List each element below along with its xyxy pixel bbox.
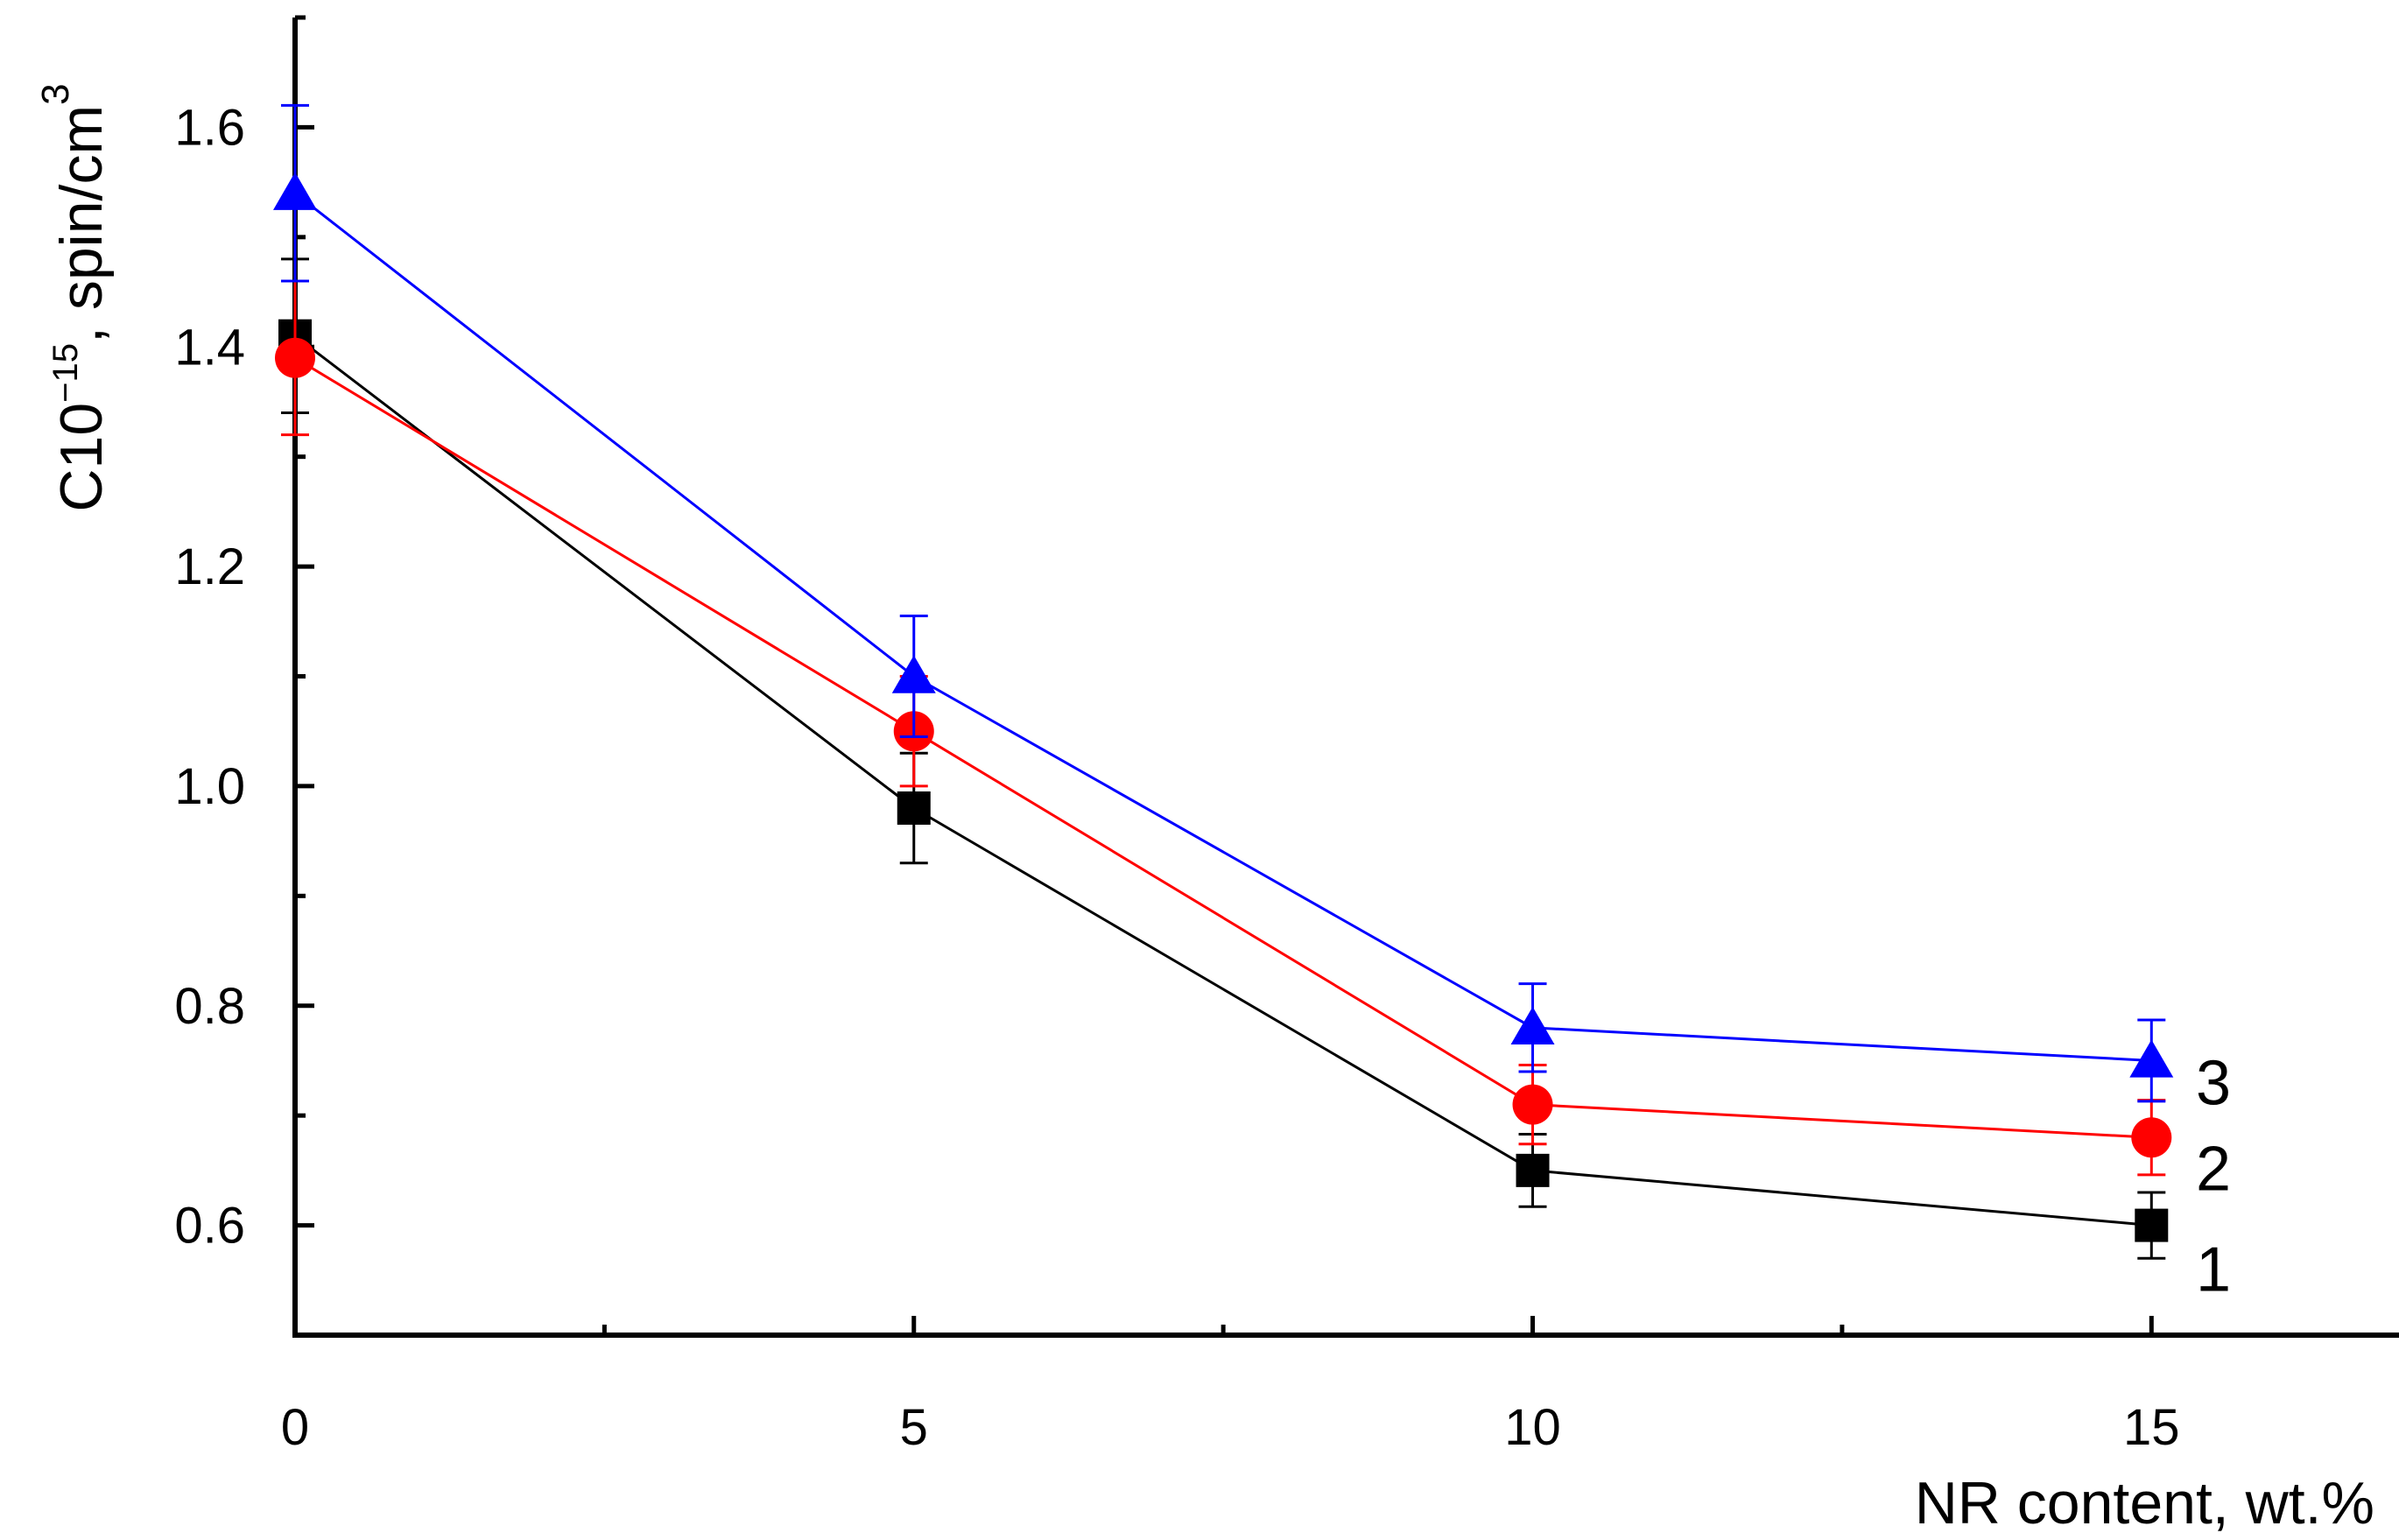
data-point bbox=[273, 172, 317, 210]
data-point bbox=[2135, 1208, 2169, 1242]
series-line bbox=[294, 334, 2152, 1227]
axes bbox=[292, 18, 2399, 1338]
series-1 bbox=[278, 257, 2169, 1260]
y-tick-label: 1.4 bbox=[174, 319, 245, 376]
data-point bbox=[275, 337, 315, 378]
series-layer bbox=[273, 103, 2174, 1260]
series-label-2: 2 bbox=[2196, 1134, 2231, 1204]
data-point bbox=[1510, 1006, 1555, 1045]
y-tick-label: 1.2 bbox=[174, 538, 245, 595]
y-tick-label: 1.0 bbox=[174, 758, 245, 815]
x-tick-label: 10 bbox=[1504, 1399, 1561, 1456]
x-ticks: 0 5 10 15 bbox=[281, 1316, 2180, 1456]
y-tick-label: 0.8 bbox=[174, 978, 245, 1035]
x-tick-label: 5 bbox=[900, 1399, 928, 1456]
y-axis-title-unit-exponent: 3 bbox=[34, 83, 77, 104]
y-ticks: 0.6 0.8 1.0 1.2 1.4 1.6 bbox=[174, 15, 314, 1338]
y-axis-title-exponent: −15 bbox=[46, 343, 85, 403]
data-point bbox=[891, 655, 936, 693]
series-line bbox=[294, 192, 2152, 1062]
data-point bbox=[1516, 1153, 1550, 1187]
data-point bbox=[1512, 1084, 1553, 1125]
y-axis-title-prefix: C10 bbox=[48, 403, 115, 512]
series-label-1: 1 bbox=[2196, 1235, 2231, 1305]
series-labels: 1 2 3 bbox=[2196, 1048, 2231, 1304]
y-axis-title-suffix: , spin/cm bbox=[48, 105, 115, 343]
x-tick-label: 15 bbox=[2123, 1399, 2180, 1456]
data-point bbox=[2129, 1039, 2174, 1078]
data-point bbox=[2131, 1117, 2172, 1158]
series-label-3: 3 bbox=[2196, 1048, 2231, 1118]
series-line bbox=[294, 356, 2152, 1139]
series-3 bbox=[273, 103, 2174, 1103]
series-2 bbox=[275, 279, 2172, 1177]
y-tick-label: 0.6 bbox=[174, 1198, 245, 1255]
x-tick-label: 0 bbox=[281, 1399, 309, 1456]
y-tick-label: 1.6 bbox=[174, 99, 245, 156]
x-axis-title: NR content, wt.% bbox=[1915, 1470, 2374, 1536]
data-point bbox=[897, 791, 931, 825]
y-axis-title: C10−15, spin/cm3 bbox=[34, 83, 115, 511]
